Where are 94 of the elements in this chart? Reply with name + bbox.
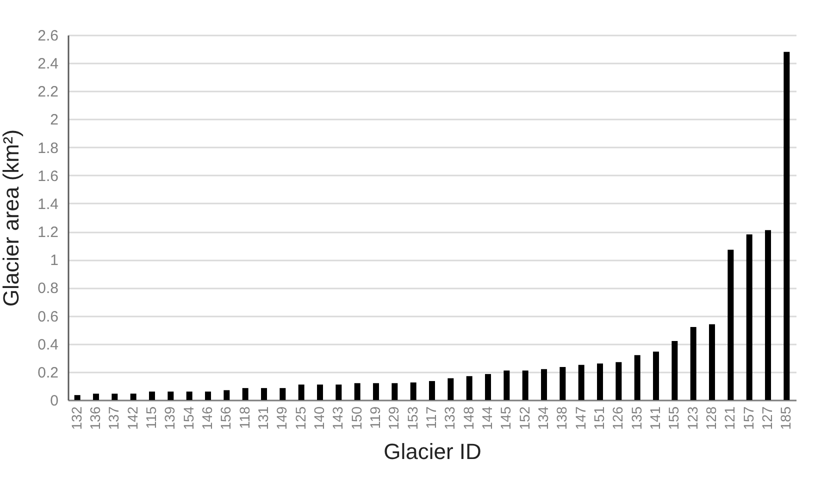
bar: [690, 327, 696, 400]
bar: [653, 352, 659, 400]
y-tick-label: 1.6: [38, 168, 58, 185]
x-tick-label: 137: [106, 406, 122, 430]
x-tick-label: 155: [666, 406, 682, 430]
bar: [149, 392, 155, 400]
y-tick-label: 1: [50, 252, 58, 270]
bar: [616, 362, 622, 400]
bar: [597, 364, 603, 400]
x-tick-label: 129: [386, 406, 402, 430]
bar: [280, 388, 286, 400]
y-tick-label: 1.4: [38, 196, 58, 213]
y-tick-label: 2.2: [38, 84, 58, 101]
bar: [130, 394, 136, 400]
bar: [74, 395, 80, 400]
y-axis-title: Glacier area (km²): [0, 129, 24, 307]
x-tick-label: 117: [423, 406, 439, 429]
bar: [522, 370, 528, 400]
x-axis-title: Glacier ID: [384, 438, 482, 464]
x-tick-label: 152: [516, 406, 532, 430]
x-tick-label: 135: [628, 406, 644, 430]
bar: [728, 250, 734, 400]
x-tick-label: 134: [535, 406, 551, 430]
bar: [746, 234, 752, 400]
x-tick-label: 156: [218, 406, 234, 430]
bar: [765, 230, 771, 400]
bar: [317, 384, 323, 400]
x-tick-label: 140: [311, 406, 327, 430]
y-tick-label: 0.4: [38, 336, 58, 354]
bar: [448, 378, 454, 400]
x-tick-label: 125: [292, 406, 308, 430]
x-tick-label: 139: [162, 406, 178, 430]
y-tick-label: 0.2: [38, 364, 58, 382]
bar: [504, 370, 510, 400]
x-tick-label: 144: [479, 406, 495, 430]
x-tick-label: 146: [199, 406, 215, 430]
y-tick-label: 2: [50, 112, 58, 129]
x-tick-label: 150: [348, 406, 364, 430]
x-tick-label: 136: [87, 406, 103, 430]
x-tick-label: 132: [68, 406, 84, 430]
bar: [466, 376, 472, 400]
bar: [336, 384, 342, 400]
x-tick-label: 123: [684, 406, 700, 430]
x-tick-label: 128: [703, 406, 719, 430]
x-tick-label: 148: [460, 406, 476, 430]
bar: [784, 52, 790, 400]
bar: [298, 384, 304, 400]
x-tick-label: 131: [255, 406, 271, 430]
y-tick-label: 0.6: [38, 308, 58, 326]
x-tick-label: 126: [610, 406, 626, 430]
y-tick-label: 1.8: [38, 140, 58, 157]
bar: [541, 369, 547, 400]
x-tick-label: 138: [554, 406, 570, 430]
bar: [672, 341, 678, 400]
bar: [224, 390, 230, 400]
y-tick-label: 0: [50, 392, 58, 410]
x-tick-label: 147: [572, 406, 588, 430]
bar: [634, 355, 640, 400]
x-tick-label: 185: [778, 406, 794, 430]
x-tick-label: 154: [180, 406, 196, 430]
bar: [429, 381, 435, 400]
bar: [392, 383, 398, 400]
bar: [186, 392, 192, 400]
bar: [709, 324, 715, 400]
x-tick-label: 118: [236, 406, 252, 429]
x-tick-label: 145: [498, 406, 514, 430]
bar: [112, 394, 118, 400]
bar: [205, 392, 211, 400]
bar: [354, 383, 360, 400]
x-tick-label: 133: [442, 406, 458, 430]
bar: [373, 383, 379, 400]
x-tick-label: 151: [591, 406, 607, 430]
x-tick-label: 121: [722, 406, 738, 430]
bar: [560, 367, 566, 400]
x-tick-label: 142: [124, 406, 140, 430]
bar: [410, 382, 416, 400]
x-tick-label: 119: [367, 406, 383, 429]
x-tick-label: 153: [404, 406, 420, 430]
bar: [578, 364, 584, 400]
x-tick-label: 157: [740, 406, 756, 430]
y-tick-label: 2.4: [38, 56, 58, 73]
y-tick-label: 1.2: [38, 224, 58, 242]
x-tick-label: 143: [330, 406, 346, 430]
y-tick-label: 2.6: [38, 28, 58, 44]
x-tick-label: 127: [759, 406, 775, 430]
bar: [168, 392, 174, 400]
bar: [485, 374, 491, 400]
bar: [261, 388, 267, 400]
y-tick-label: 0.8: [38, 280, 58, 298]
bar: [242, 388, 248, 400]
x-tick-label: 115: [143, 406, 159, 429]
x-tick-label: 141: [647, 406, 663, 430]
x-tick-label: 149: [274, 406, 290, 430]
bar: [93, 394, 99, 400]
